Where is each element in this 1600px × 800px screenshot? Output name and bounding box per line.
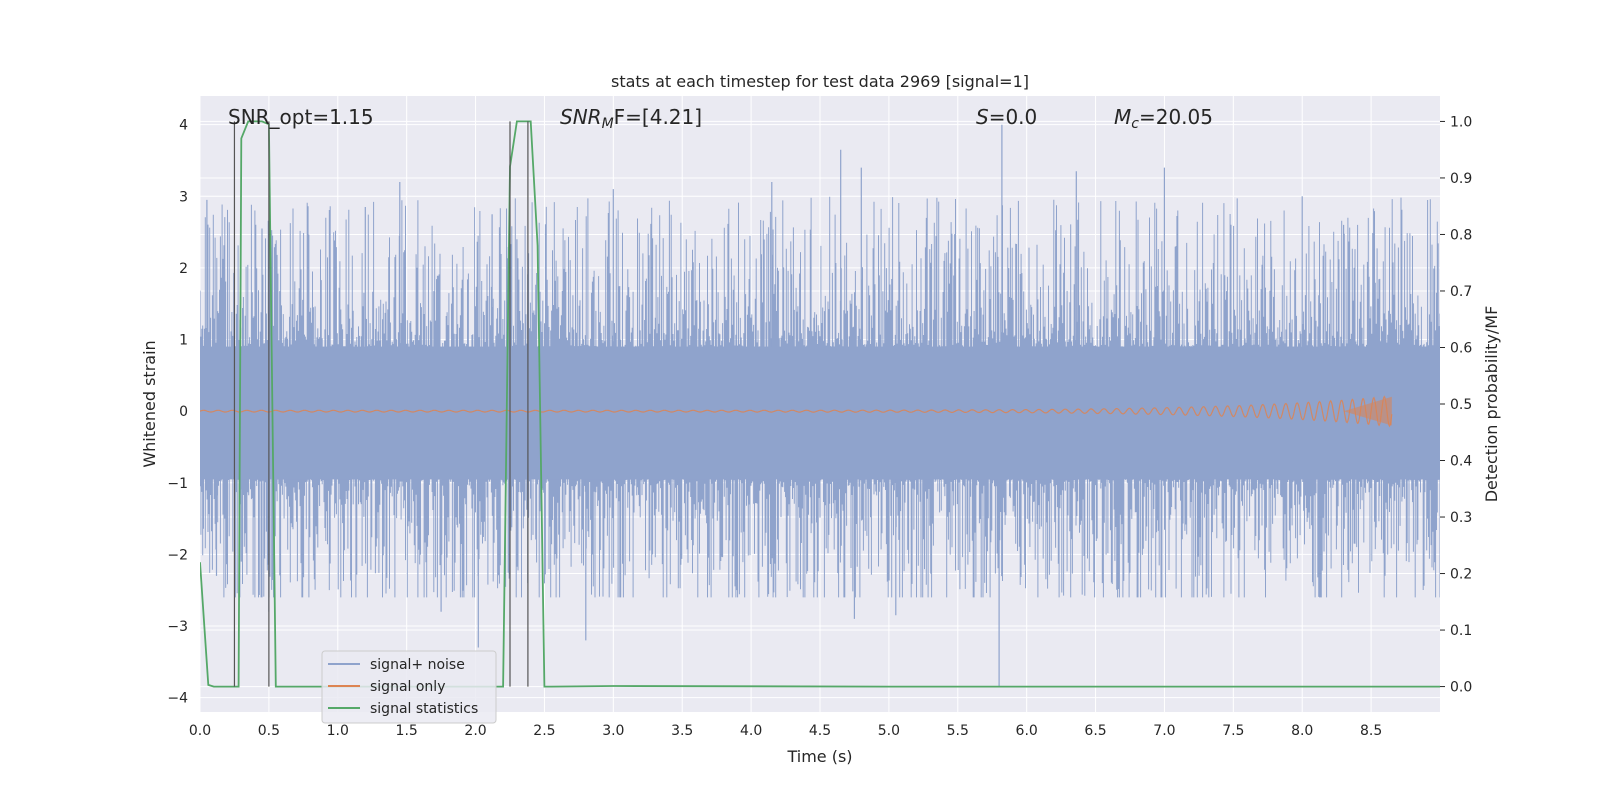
y-axis-label: Whitened strain [140, 340, 159, 467]
x-tick-label: 0.5 [258, 723, 280, 739]
x-tick-label: 8.0 [1291, 723, 1313, 739]
signal-noise-series [200, 124, 1440, 687]
x-tick-label: 3.0 [602, 723, 624, 739]
y-tick-label: −1 [167, 476, 188, 492]
annotation-s: S=0.0 [976, 105, 1037, 129]
signal-noise-band [200, 346, 1440, 480]
mc-subscript: c [1131, 116, 1139, 132]
s-label: S [976, 105, 989, 129]
y2-tick-label: 0.3 [1450, 510, 1472, 526]
y2-tick-label: 0.0 [1450, 680, 1472, 696]
legend-label-stats: signal statistics [370, 701, 478, 717]
legend: signal+ noise signal only signal statist… [321, 650, 497, 724]
annotation-snr-opt: SNR_opt=1.15 [228, 105, 374, 129]
y2-tick-label: 0.1 [1450, 623, 1472, 639]
x-tick-label: 2.5 [533, 723, 555, 739]
mc-value: =20.05 [1139, 105, 1213, 129]
y2-tick-label: 0.9 [1450, 171, 1472, 187]
snr-mf-subscript: M [602, 116, 614, 132]
signal-only-series [200, 395, 1393, 428]
annotation-snr-mf: SNRMF=[4.21] [560, 105, 702, 132]
x-tick-label: 0.0 [189, 723, 211, 739]
y-tick-label: −4 [167, 691, 188, 707]
y2-axis-label: Detection probability/MF [1482, 306, 1501, 503]
x-tick-label: 8.5 [1360, 723, 1382, 739]
x-tick-label: 7.0 [1153, 723, 1175, 739]
y2-tick-label: 0.6 [1450, 340, 1472, 356]
chart-title: stats at each timestep for test data 296… [611, 72, 1029, 91]
y-tick-label: 2 [179, 261, 188, 277]
signal-only-merger [1343, 396, 1392, 426]
x-axis-ticks: 0.0 0.5 1.0 1.5 2.0 2.5 3.0 3.5 4.0 4.5 5.0 5.5 6.0 6… [189, 723, 1382, 739]
y-tick-label: −2 [167, 547, 188, 563]
y2-tick-label: 0.8 [1450, 227, 1472, 243]
y2-tick-label: 0.4 [1450, 454, 1472, 470]
x-axis-label: Time (s) [786, 747, 852, 766]
legend-label-noise: signal+ noise [370, 657, 465, 673]
x-tick-label: 4.0 [740, 723, 762, 739]
y-tick-label: −3 [167, 619, 188, 635]
snr-mf-value: F=[4.21] [614, 105, 702, 129]
y2-tick-label: 1.0 [1450, 114, 1472, 130]
y2-axis-ticks: 0.0 0.1 0.2 0.3 0.4 0.5 0.6 0.7 0.8 0.9 1.0 [1440, 114, 1472, 696]
x-tick-label: 1.5 [396, 723, 418, 739]
y2-tick-label: 0.2 [1450, 567, 1472, 583]
signal-noise-extremes [206, 124, 1345, 687]
y-axis-ticks: −4 −3 −2 −1 0 1 2 3 4 [167, 118, 188, 707]
x-tick-label: 1.0 [327, 723, 349, 739]
vertical-markers [233, 121, 529, 687]
legend-label-signal: signal only [370, 679, 445, 695]
x-tick-label: 5.0 [878, 723, 900, 739]
x-tick-label: 3.5 [671, 723, 693, 739]
x-tick-label: 2.0 [464, 723, 486, 739]
x-tick-label: 5.5 [947, 723, 969, 739]
y2-tick-label: 0.5 [1450, 397, 1472, 413]
legend-box [321, 650, 497, 724]
y-tick-label: 3 [179, 189, 188, 205]
y-tick-label: 4 [179, 118, 188, 134]
s-value: =0.0 [989, 105, 1038, 129]
mc-label: M [1114, 105, 1131, 129]
snr-mf-label: SNR [560, 105, 602, 129]
y-tick-label: 1 [179, 333, 188, 349]
signal-only-line [200, 395, 1393, 428]
y2-tick-label: 0.7 [1450, 284, 1472, 300]
x-tick-label: 6.5 [1084, 723, 1106, 739]
x-tick-label: 6.0 [1016, 723, 1038, 739]
x-tick-label: 4.5 [809, 723, 831, 739]
y-tick-label: 0 [179, 404, 188, 420]
x-tick-label: 7.5 [1222, 723, 1244, 739]
annotation-mc: Mc=20.05 [1114, 105, 1213, 132]
